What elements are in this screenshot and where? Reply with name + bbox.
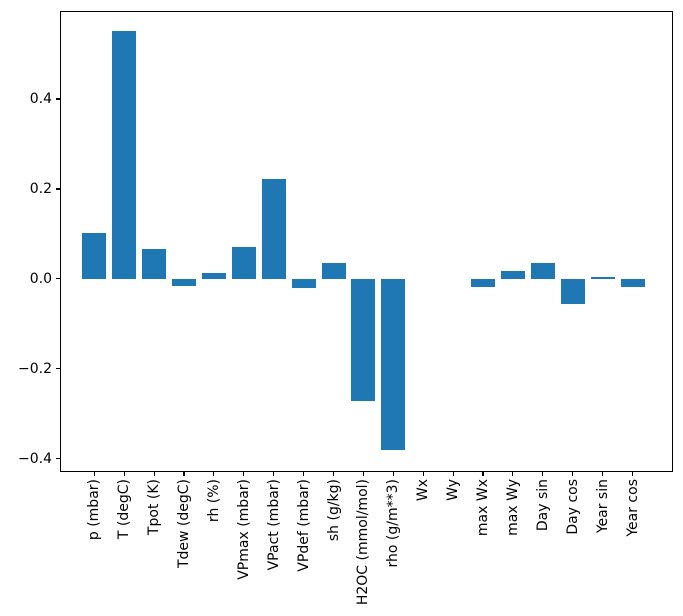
bar-year-sin [590,276,615,279]
x-axis-tick [213,472,215,476]
x-axis-tick [273,472,275,476]
y-axis-tick [56,188,60,190]
bar-rh [201,272,226,279]
x-axis-tick [482,472,484,476]
bar-max-wx [471,278,495,288]
x-axis-tick [572,472,574,476]
y-axis-tick-label: −0.2 [18,360,52,377]
y-axis-tick-label: 0.2 [29,180,52,197]
y-axis-tick [56,278,60,280]
x-axis-tick [392,472,394,476]
bar-h2oc-mmol-mol [351,278,376,402]
plot-area [60,11,673,472]
bar-vpmax-mbar [231,246,256,279]
x-axis-tick [93,472,95,476]
x-axis-tick-label: Wy [445,479,462,501]
x-axis-tick-label: Wx [415,479,432,502]
x-axis-tick-label: rho (g/m**3) [385,479,402,568]
x-axis-tick [631,472,634,476]
x-axis-tick [303,472,305,476]
x-axis-tick-label: Day sin [534,479,551,532]
x-axis-tick [512,472,514,476]
x-axis-tick-label: Tdew (degC) [176,479,192,569]
bar-day-cos [560,278,585,305]
x-axis-tick [362,472,364,476]
x-axis-tick-label: VPact (mbar) [265,479,282,571]
bar-max-wy [500,271,525,279]
x-axis-tick [123,472,125,476]
x-axis-tick-label: T (degC) [116,479,133,540]
x-axis-tick [332,472,335,476]
x-axis-tick-label: H2OC (mmol/mol) [355,479,372,606]
x-axis-tick-label: sh (g/kg) [325,479,342,542]
x-axis-tick-label: p (mbar) [86,479,103,541]
x-axis-tick [602,472,604,476]
x-axis-tick-label: Year cos [624,479,641,537]
bar-vpact-mbar [261,179,286,279]
y-axis-tick-label: 0.0 [29,270,52,287]
x-axis-tick [542,472,544,476]
bar-sh-g-kg [321,262,346,279]
x-axis-tick [153,472,155,476]
bar-day-sin [530,262,555,279]
y-axis-tick [56,457,60,460]
x-axis-tick-label: VPmax (mbar) [235,479,252,580]
y-axis-tick [56,98,60,100]
x-axis-tick [183,472,185,476]
x-axis-tick-label: max Wy [504,479,521,536]
x-axis-tick [422,472,424,476]
x-axis-tick-label: Tpot (K) [146,479,163,536]
bar-t-degc [112,30,137,279]
x-axis-tick-label: VPdef (mbar) [295,479,312,572]
y-axis-tick [56,368,60,370]
x-axis-tick-label: Year sin [594,479,611,534]
x-axis-tick-label: max Wx [475,479,491,537]
bar-vpdef-mbar [291,278,316,288]
y-axis-tick-label: −0.4 [18,450,52,467]
x-axis-tick [452,472,454,476]
x-axis-tick [243,472,245,476]
bar-p-mbar [82,233,107,279]
x-axis-tick-label: rh (%) [205,479,222,523]
bar-rho-g-m-3 [381,278,406,450]
y-axis-tick-label: 0.4 [29,91,52,108]
x-axis-tick-label: Day cos [564,479,581,535]
bar-tpot-k [142,248,167,279]
bar-tdew-degc [172,278,196,286]
bar-year-cos [620,278,645,288]
